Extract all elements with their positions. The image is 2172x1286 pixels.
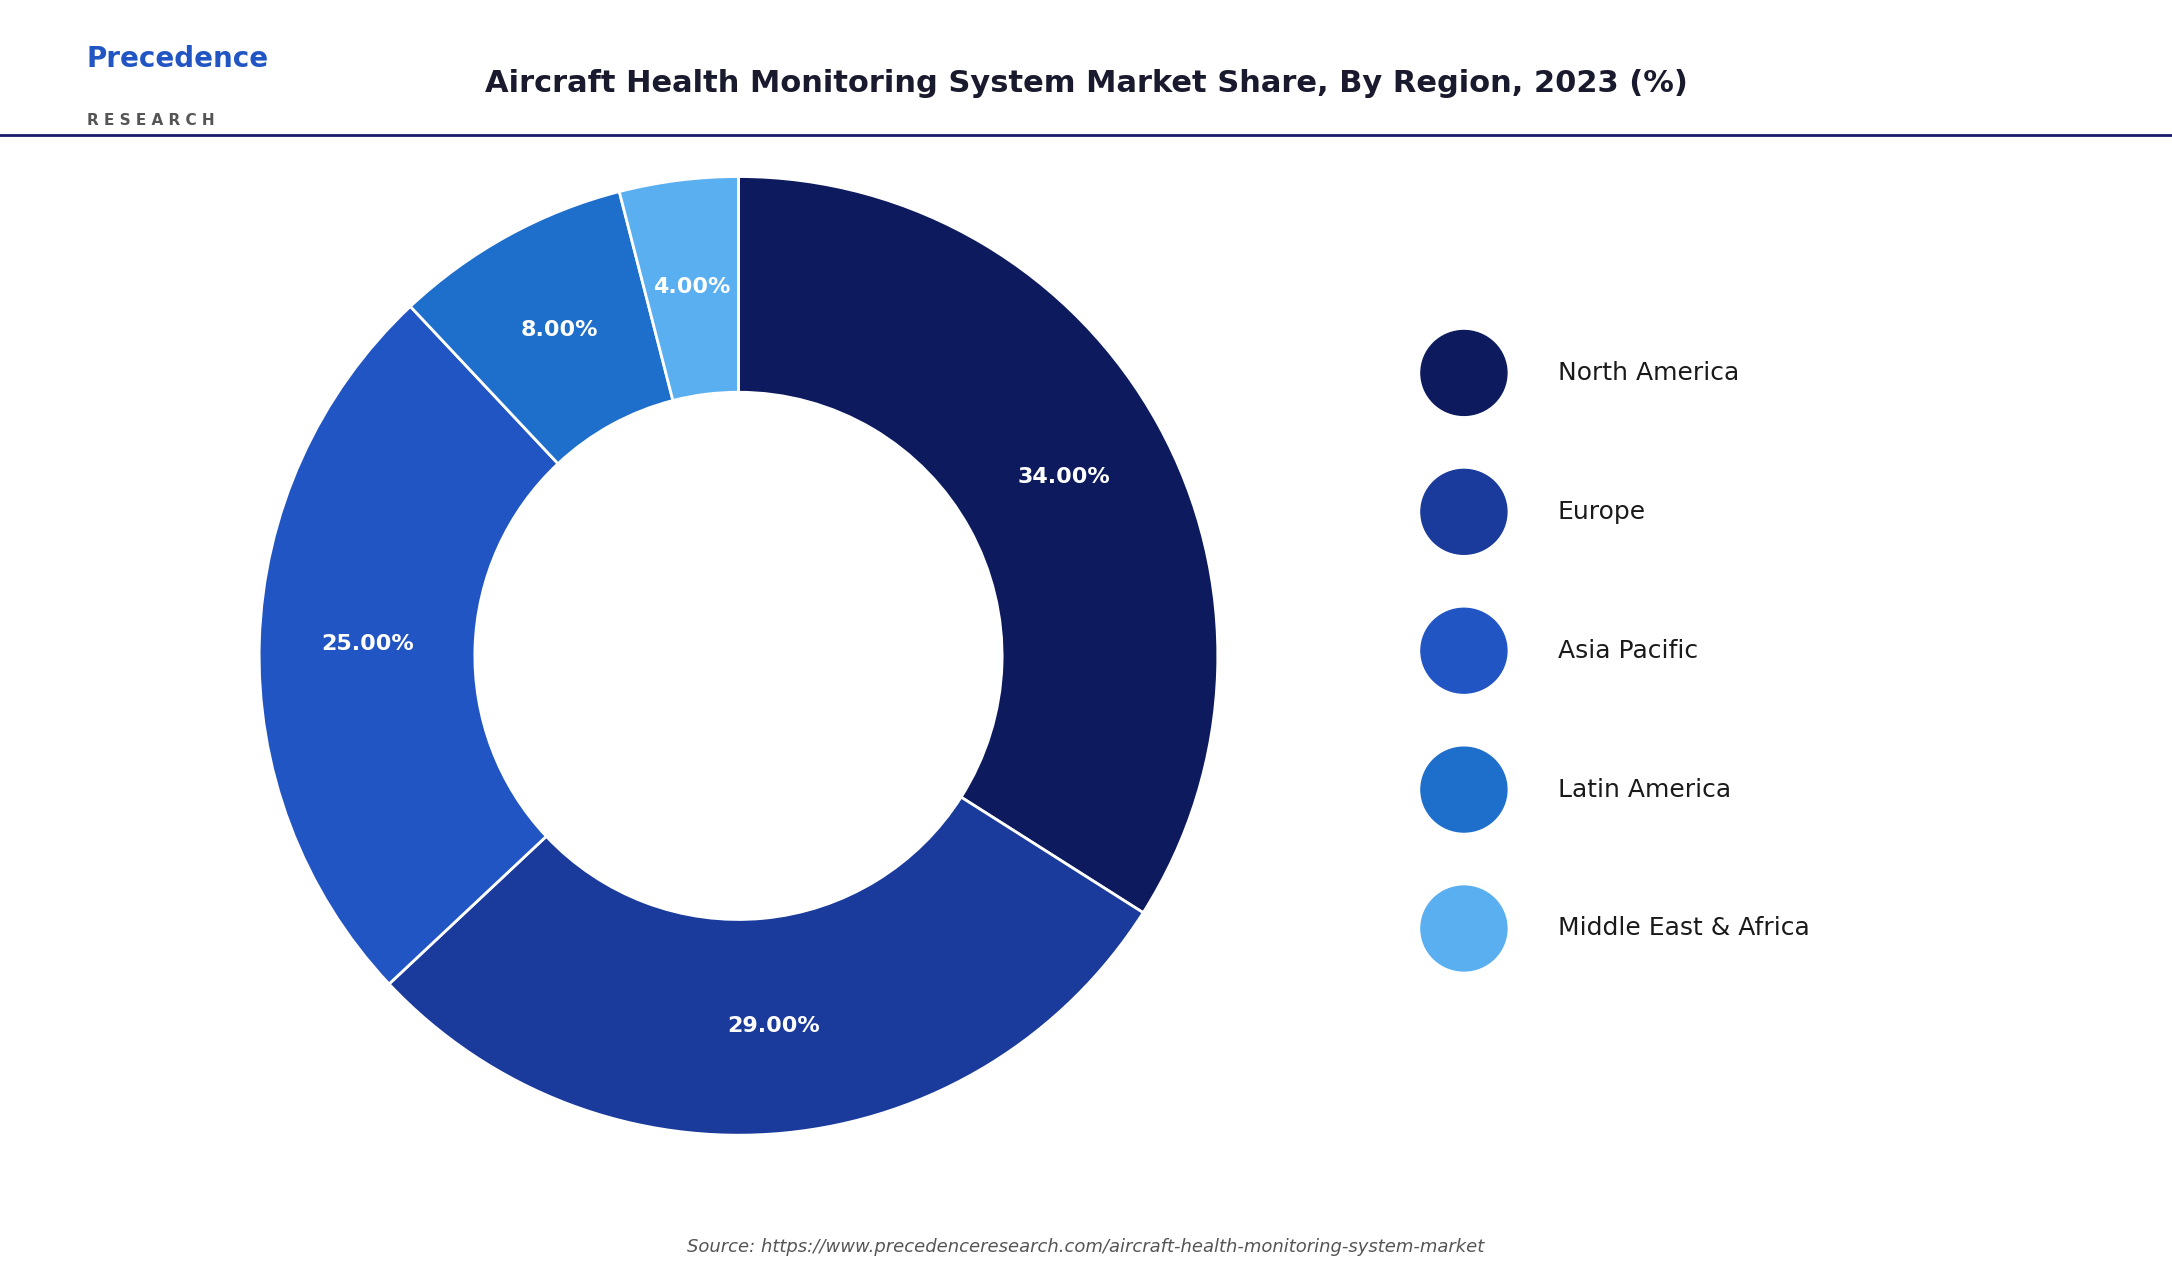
Text: Latin America: Latin America — [1557, 778, 1731, 801]
Text: Precedence: Precedence — [87, 45, 269, 73]
Circle shape — [1420, 747, 1507, 832]
Text: 34.00%: 34.00% — [1019, 467, 1110, 487]
Text: Source: https://www.precedenceresearch.com/aircraft-health-monitoring-system-mar: Source: https://www.precedenceresearch.c… — [686, 1238, 1486, 1256]
Circle shape — [1420, 469, 1507, 554]
Text: North America: North America — [1557, 361, 1740, 385]
Text: Europe: Europe — [1557, 500, 1646, 523]
Wedge shape — [619, 176, 738, 400]
Wedge shape — [258, 306, 558, 984]
Wedge shape — [389, 797, 1142, 1136]
Text: 4.00%: 4.00% — [654, 278, 730, 297]
Circle shape — [1420, 331, 1507, 415]
Text: 25.00%: 25.00% — [321, 634, 413, 655]
Text: Middle East & Africa: Middle East & Africa — [1557, 917, 1809, 940]
Text: 8.00%: 8.00% — [521, 320, 597, 341]
Text: 29.00%: 29.00% — [728, 1016, 819, 1035]
Text: Asia Pacific: Asia Pacific — [1557, 639, 1699, 662]
Circle shape — [1420, 886, 1507, 971]
Wedge shape — [411, 192, 673, 464]
Wedge shape — [738, 176, 1218, 913]
Text: Aircraft Health Monitoring System Market Share, By Region, 2023 (%): Aircraft Health Monitoring System Market… — [484, 69, 1688, 98]
Text: R E S E A R C H: R E S E A R C H — [87, 113, 215, 129]
Circle shape — [1420, 608, 1507, 693]
